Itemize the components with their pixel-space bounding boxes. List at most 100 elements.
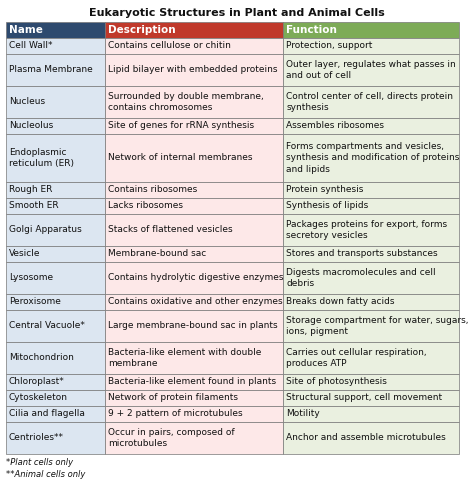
Bar bbox=[6, 54, 105, 86]
Text: Network of protein filaments: Network of protein filaments bbox=[109, 393, 238, 403]
Text: Plasma Membrane: Plasma Membrane bbox=[9, 65, 93, 75]
Text: Surrounded by double membrane,
contains chromosomes: Surrounded by double membrane, contains … bbox=[109, 92, 264, 112]
Bar bbox=[105, 262, 283, 294]
Bar bbox=[105, 422, 283, 454]
Text: Golgi Apparatus: Golgi Apparatus bbox=[9, 226, 82, 235]
Text: Nucleus: Nucleus bbox=[9, 97, 45, 106]
Text: Nucleolus: Nucleolus bbox=[9, 121, 53, 131]
Text: Eukaryotic Structures in Plant and Animal Cells: Eukaryotic Structures in Plant and Anima… bbox=[89, 8, 385, 18]
Text: Motility: Motility bbox=[286, 409, 320, 419]
Text: Name: Name bbox=[9, 25, 43, 35]
Bar bbox=[283, 262, 459, 294]
Bar bbox=[105, 182, 283, 198]
Bar bbox=[6, 294, 105, 310]
Text: Mitochondrion: Mitochondrion bbox=[9, 353, 74, 363]
Text: Rough ER: Rough ER bbox=[9, 185, 52, 195]
Text: Contains hydrolytic digestive enzymes: Contains hydrolytic digestive enzymes bbox=[109, 273, 284, 283]
Text: Peroxisome: Peroxisome bbox=[9, 298, 61, 306]
Bar bbox=[105, 342, 283, 374]
Text: Control center of cell, directs protein
synthesis: Control center of cell, directs protein … bbox=[286, 92, 453, 112]
Text: Contains oxidative and other enzymes: Contains oxidative and other enzymes bbox=[109, 298, 283, 306]
Bar bbox=[6, 422, 105, 454]
Bar bbox=[105, 86, 283, 118]
Text: Description: Description bbox=[109, 25, 176, 35]
Text: Smooth ER: Smooth ER bbox=[9, 201, 59, 211]
Bar bbox=[283, 390, 459, 406]
Bar bbox=[105, 214, 283, 246]
Text: Packages proteins for export, forms
secretory vesicles: Packages proteins for export, forms secr… bbox=[286, 220, 447, 240]
Bar bbox=[105, 310, 283, 342]
Bar bbox=[6, 118, 105, 134]
Bar bbox=[6, 406, 105, 422]
Text: Cytoskeleton: Cytoskeleton bbox=[9, 393, 68, 403]
Text: Membrane-bound sac: Membrane-bound sac bbox=[109, 249, 207, 258]
Bar bbox=[283, 310, 459, 342]
Bar bbox=[105, 198, 283, 214]
Bar bbox=[283, 294, 459, 310]
Text: Vesicle: Vesicle bbox=[9, 249, 40, 258]
Bar bbox=[105, 406, 283, 422]
Text: Carries out cellular respiration,
produces ATP: Carries out cellular respiration, produc… bbox=[286, 348, 427, 368]
Text: Site of photosynthesis: Site of photosynthesis bbox=[286, 378, 387, 387]
Bar bbox=[105, 246, 283, 262]
Bar bbox=[6, 38, 105, 54]
Text: Stores and transports substances: Stores and transports substances bbox=[286, 249, 438, 258]
Text: Anchor and assemble microtubules: Anchor and assemble microtubules bbox=[286, 434, 446, 442]
Text: *Plant cells only: *Plant cells only bbox=[6, 458, 73, 467]
Text: Lacks ribosomes: Lacks ribosomes bbox=[109, 201, 183, 211]
Bar bbox=[283, 134, 459, 182]
Text: Protection, support: Protection, support bbox=[286, 42, 373, 50]
Text: Cell Wall*: Cell Wall* bbox=[9, 42, 53, 50]
Bar bbox=[6, 134, 105, 182]
Bar bbox=[283, 246, 459, 262]
Text: Outer layer, regulates what passes in
and out of cell: Outer layer, regulates what passes in an… bbox=[286, 60, 456, 80]
Text: Storage compartment for water, sugars,
ions, pigment: Storage compartment for water, sugars, i… bbox=[286, 316, 469, 336]
Text: Digests macromolecules and cell
debris: Digests macromolecules and cell debris bbox=[286, 268, 436, 288]
Bar bbox=[105, 118, 283, 134]
Bar bbox=[283, 406, 459, 422]
Text: Bacteria-like element found in plants: Bacteria-like element found in plants bbox=[109, 378, 276, 387]
Bar bbox=[6, 214, 105, 246]
Bar bbox=[283, 86, 459, 118]
Bar bbox=[283, 198, 459, 214]
Text: Synthesis of lipids: Synthesis of lipids bbox=[286, 201, 368, 211]
Text: Lipid bilayer with embedded proteins: Lipid bilayer with embedded proteins bbox=[109, 65, 278, 75]
Bar bbox=[283, 182, 459, 198]
Bar bbox=[283, 54, 459, 86]
Bar bbox=[105, 390, 283, 406]
Bar bbox=[105, 134, 283, 182]
Text: Contains ribosomes: Contains ribosomes bbox=[109, 185, 198, 195]
Bar bbox=[6, 86, 105, 118]
Bar bbox=[105, 22, 283, 38]
Bar bbox=[6, 262, 105, 294]
Text: Assembles ribosomes: Assembles ribosomes bbox=[286, 121, 384, 131]
Text: Structural support, cell movement: Structural support, cell movement bbox=[286, 393, 442, 403]
Text: Endoplasmic
reticulum (ER): Endoplasmic reticulum (ER) bbox=[9, 148, 74, 168]
Bar bbox=[105, 54, 283, 86]
Bar bbox=[6, 198, 105, 214]
Bar bbox=[6, 342, 105, 374]
Text: Stacks of flattened vesicles: Stacks of flattened vesicles bbox=[109, 226, 233, 235]
Text: Protein synthesis: Protein synthesis bbox=[286, 185, 364, 195]
Bar bbox=[283, 374, 459, 390]
Text: Contains cellulose or chitin: Contains cellulose or chitin bbox=[109, 42, 231, 50]
Text: Central Vacuole*: Central Vacuole* bbox=[9, 321, 85, 331]
Text: **Animal cells only: **Animal cells only bbox=[6, 470, 85, 479]
Bar bbox=[283, 422, 459, 454]
Text: 9 + 2 pattern of microtubules: 9 + 2 pattern of microtubules bbox=[109, 409, 243, 419]
Bar bbox=[283, 342, 459, 374]
Bar bbox=[105, 294, 283, 310]
Bar bbox=[283, 38, 459, 54]
Text: Large membrane-bound sac in plants: Large membrane-bound sac in plants bbox=[109, 321, 278, 331]
Bar bbox=[6, 390, 105, 406]
Bar bbox=[6, 246, 105, 262]
Text: Network of internal membranes: Network of internal membranes bbox=[109, 153, 253, 163]
Bar bbox=[283, 22, 459, 38]
Text: Site of genes for rRNA synthesis: Site of genes for rRNA synthesis bbox=[109, 121, 255, 131]
Text: Lysosome: Lysosome bbox=[9, 273, 53, 283]
Text: Breaks down fatty acids: Breaks down fatty acids bbox=[286, 298, 395, 306]
Text: Function: Function bbox=[286, 25, 337, 35]
Text: Bacteria-like element with double
membrane: Bacteria-like element with double membra… bbox=[109, 348, 262, 368]
Bar bbox=[283, 118, 459, 134]
Text: Cilia and flagella: Cilia and flagella bbox=[9, 409, 85, 419]
